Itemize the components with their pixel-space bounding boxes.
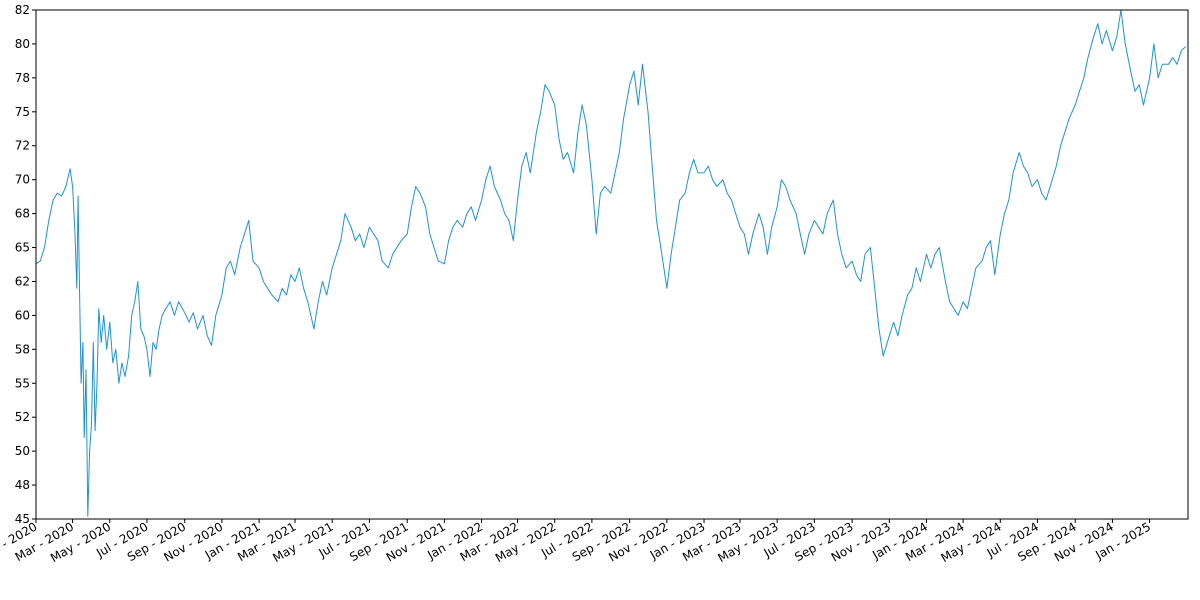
y-tick-label: 58 <box>15 342 30 356</box>
series-layer <box>35 9 1186 517</box>
y-tick-label: 80 <box>15 37 30 51</box>
y-tick-label: 60 <box>15 308 30 322</box>
y-tick-label: 68 <box>15 207 30 221</box>
y-tick-label: 45 <box>15 512 30 526</box>
y-tick-label: 50 <box>15 444 30 458</box>
y-axis-ticks: 45 48 50 52 55 58 60 62 65 68 70 72 75 78 80 82 <box>15 3 36 526</box>
y-tick-label: 65 <box>15 241 30 255</box>
y-tick-label: 75 <box>15 105 30 119</box>
series-line-0 <box>35 9 1186 517</box>
y-tick-label: 48 <box>15 478 30 492</box>
y-tick-label: 62 <box>15 274 30 288</box>
y-tick-label: 70 <box>15 173 30 187</box>
y-tick-label: 55 <box>15 376 30 390</box>
plot-frame <box>35 9 1189 520</box>
y-tick-label: 78 <box>15 71 30 85</box>
y-tick-label: 82 <box>15 3 30 17</box>
y-tick-label: 72 <box>15 139 30 153</box>
y-tick-label: 52 <box>15 410 30 424</box>
